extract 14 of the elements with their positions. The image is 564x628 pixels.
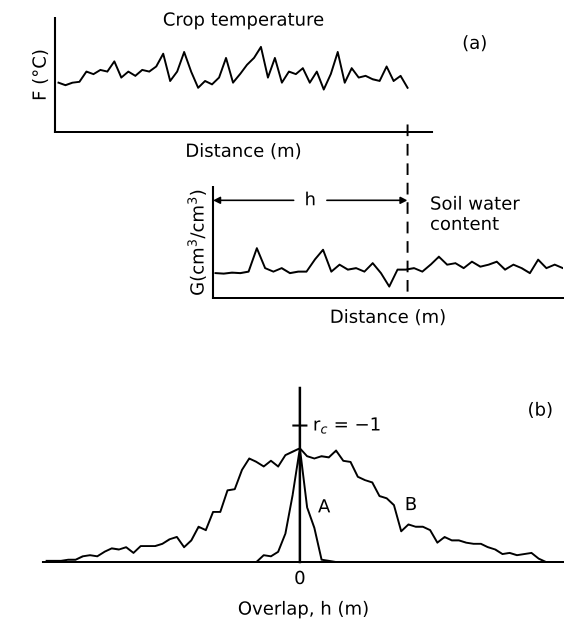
text: Soil water content [430, 196, 520, 230]
series-label: B [406, 496, 416, 510]
chart-title: Crop temperature [164, 12, 324, 30]
y-axis-title: G(cm$^{3}$/cm$^{3}$) [187, 190, 206, 295]
y-axis-title: F (°C) [32, 50, 48, 100]
series-label: A [318, 499, 330, 512]
x-axis-title: Distance (m) [332, 309, 445, 326]
x-axis-title: Distance (m) [187, 143, 300, 160]
text: r$_{c}$ = −1 [314, 417, 380, 434]
text: (a) [464, 35, 486, 52]
text: 0 [295, 570, 304, 584]
text: h [306, 192, 314, 206]
x-axis-title: Overlap, h (m) [238, 600, 368, 618]
text: (b) [529, 402, 552, 418]
